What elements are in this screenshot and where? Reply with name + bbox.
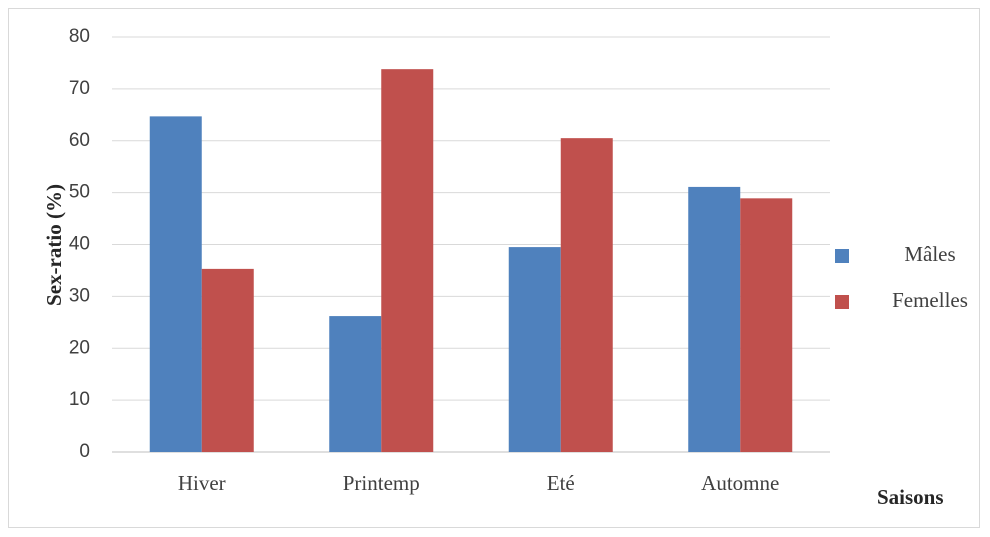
x-tick-label: Hiver <box>178 471 226 495</box>
legend-swatch <box>835 295 849 309</box>
y-tick-label: 50 <box>69 182 90 203</box>
legend-label: Mâles <box>904 242 955 266</box>
y-tick-label: 40 <box>69 234 90 255</box>
x-tick-labels: Hiver Printemp Eté Automne <box>178 471 779 495</box>
bar <box>329 316 382 452</box>
y-tick-labels: 0 10 20 30 40 50 60 70 80 <box>69 26 90 462</box>
bar <box>201 268 254 452</box>
bars <box>149 69 793 453</box>
y-tick-label: 30 <box>69 285 90 306</box>
legend: Mâles Femelles <box>835 242 968 312</box>
x-tick-label: Automne <box>701 471 779 495</box>
legend-swatch <box>835 249 849 263</box>
bar <box>688 186 741 452</box>
y-tick-label: 70 <box>69 78 90 99</box>
y-axis-label: Sex-ratio (%) <box>42 184 66 306</box>
y-tick-label: 0 <box>79 441 90 462</box>
y-tick-label: 60 <box>69 130 90 151</box>
bar <box>740 198 793 452</box>
y-tick-label: 10 <box>69 389 90 410</box>
y-tick-label: 80 <box>69 26 90 47</box>
bar <box>149 116 202 453</box>
bar <box>560 138 613 452</box>
x-tick-label: Eté <box>547 471 575 495</box>
y-tick-label: 20 <box>69 337 90 358</box>
x-axis-label: Saisons <box>877 485 944 509</box>
bar <box>508 247 561 452</box>
x-tick-label: Printemp <box>343 471 420 495</box>
legend-label: Femelles <box>892 288 968 312</box>
bar <box>381 69 434 452</box>
